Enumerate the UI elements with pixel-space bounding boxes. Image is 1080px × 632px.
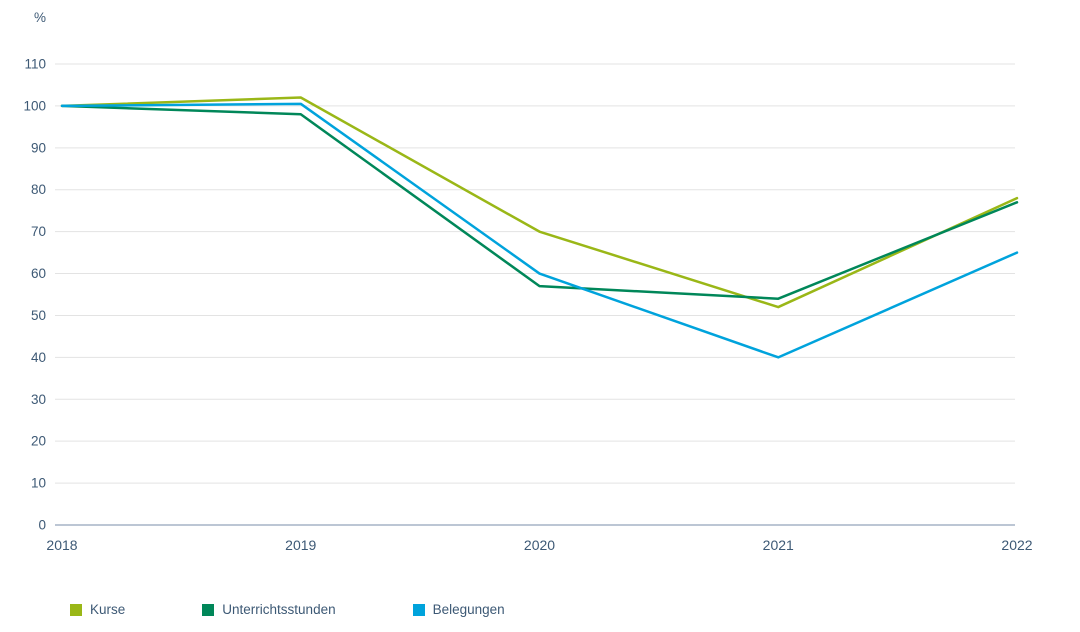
y-tick-label: 20: [31, 434, 46, 449]
legend-swatch-unterrichtsstunden: [202, 603, 215, 616]
legend-item-kurse: Kurse: [70, 603, 125, 617]
x-tick-label-2020: 2020: [524, 537, 555, 553]
y-tick-label: 50: [31, 308, 46, 323]
y-tick-label: 0: [38, 518, 46, 533]
y-tick-label: 10: [31, 476, 46, 491]
y-tick-label: 70: [31, 224, 46, 239]
series-line-unterrichtsstunden: [60, 104, 1019, 300]
legend-item-unterrichtsstunden: Unterrichtsstunden: [202, 602, 336, 617]
x-tick-label-2021: 2021: [763, 537, 794, 553]
y-tick-label: 110: [24, 57, 46, 72]
y-tick-label: 80: [31, 182, 46, 197]
y-tick-label: 90: [31, 140, 46, 155]
legend-item-belegungen: Belegungen: [412, 602, 505, 617]
series-line-belegungen: [60, 102, 1019, 359]
x-tick-label-2018: 2018: [46, 537, 77, 553]
y-tick-label: 60: [31, 266, 46, 281]
series-line-kurse: [60, 96, 1019, 309]
chart-legend: Kurse Unterrichtsstunden Belegungen: [70, 603, 505, 617]
y-tick-label: 100: [23, 98, 46, 113]
legend-swatch-belegungen: [412, 603, 425, 616]
legend-label-unterrichtsstunden: Unterrichtsstunden: [222, 602, 336, 617]
x-tick-label-2022: 2022: [1001, 537, 1032, 553]
legend-swatch-kurse: [70, 603, 82, 616]
legend-label-belegungen: Belegungen: [432, 602, 505, 617]
y-axis-unit-label: %: [34, 10, 46, 25]
y-tick-label: 40: [31, 350, 46, 365]
legend-label-kurse: Kurse: [90, 602, 126, 617]
x-tick-label-2019: 2019: [285, 537, 316, 553]
y-tick-label: 30: [31, 392, 46, 407]
